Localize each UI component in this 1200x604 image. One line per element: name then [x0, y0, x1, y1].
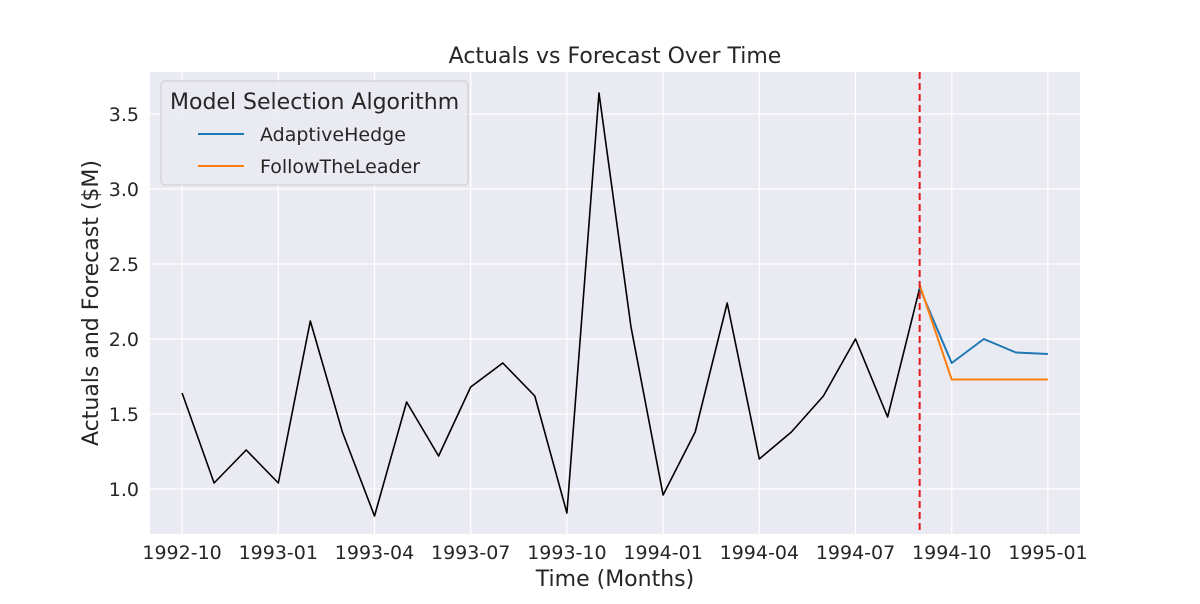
actuals-line	[181, 92, 921, 517]
series-line-followtheleader	[918, 284, 1048, 381]
x-tick-label: 1993-07	[431, 542, 510, 564]
x-tick-label: 1992-10	[142, 542, 221, 564]
legend-title: Model Selection Algorithm	[170, 90, 459, 115]
y-tick-label: 2.5	[109, 254, 139, 276]
x-tick-label: 1994-07	[816, 542, 895, 564]
x-tick-label: 1993-01	[239, 542, 318, 564]
x-axis-label: Time (Months)	[535, 567, 694, 592]
chart-title: Actuals vs Forecast Over Time	[449, 44, 782, 69]
x-tick-label: 1994-10	[912, 542, 991, 564]
x-tick-label: 1993-04	[335, 542, 414, 564]
legend-label-adaptivehedge: AdaptiveHedge	[260, 124, 406, 146]
y-axis-label: Actuals and Forecast ($M)	[79, 160, 104, 446]
legend: Model Selection Algorithm AdaptiveHedge …	[160, 80, 469, 186]
y-tick-label: 2.0	[109, 329, 139, 351]
x-tick-label: 1994-04	[720, 542, 799, 564]
series-line-adaptivehedge	[918, 287, 1048, 364]
x-tick-label: 1994-01	[623, 542, 702, 564]
y-tick-label: 3.5	[109, 104, 139, 126]
x-tick-label: 1993-10	[527, 542, 606, 564]
legend-box	[160, 80, 469, 186]
y-tick-label: 1.5	[109, 404, 139, 426]
tick-labels: 1992-10 1993-01 1993-04 1993-07 1993-10 1994-…	[109, 104, 1088, 564]
legend-label-followtheleader: FollowTheLeader	[260, 156, 420, 178]
y-tick-label: 3.0	[109, 179, 139, 201]
x-tick-label: 1995-01	[1008, 542, 1087, 564]
y-tick-label: 1.0	[109, 479, 139, 501]
series-lines	[181, 72, 1048, 534]
